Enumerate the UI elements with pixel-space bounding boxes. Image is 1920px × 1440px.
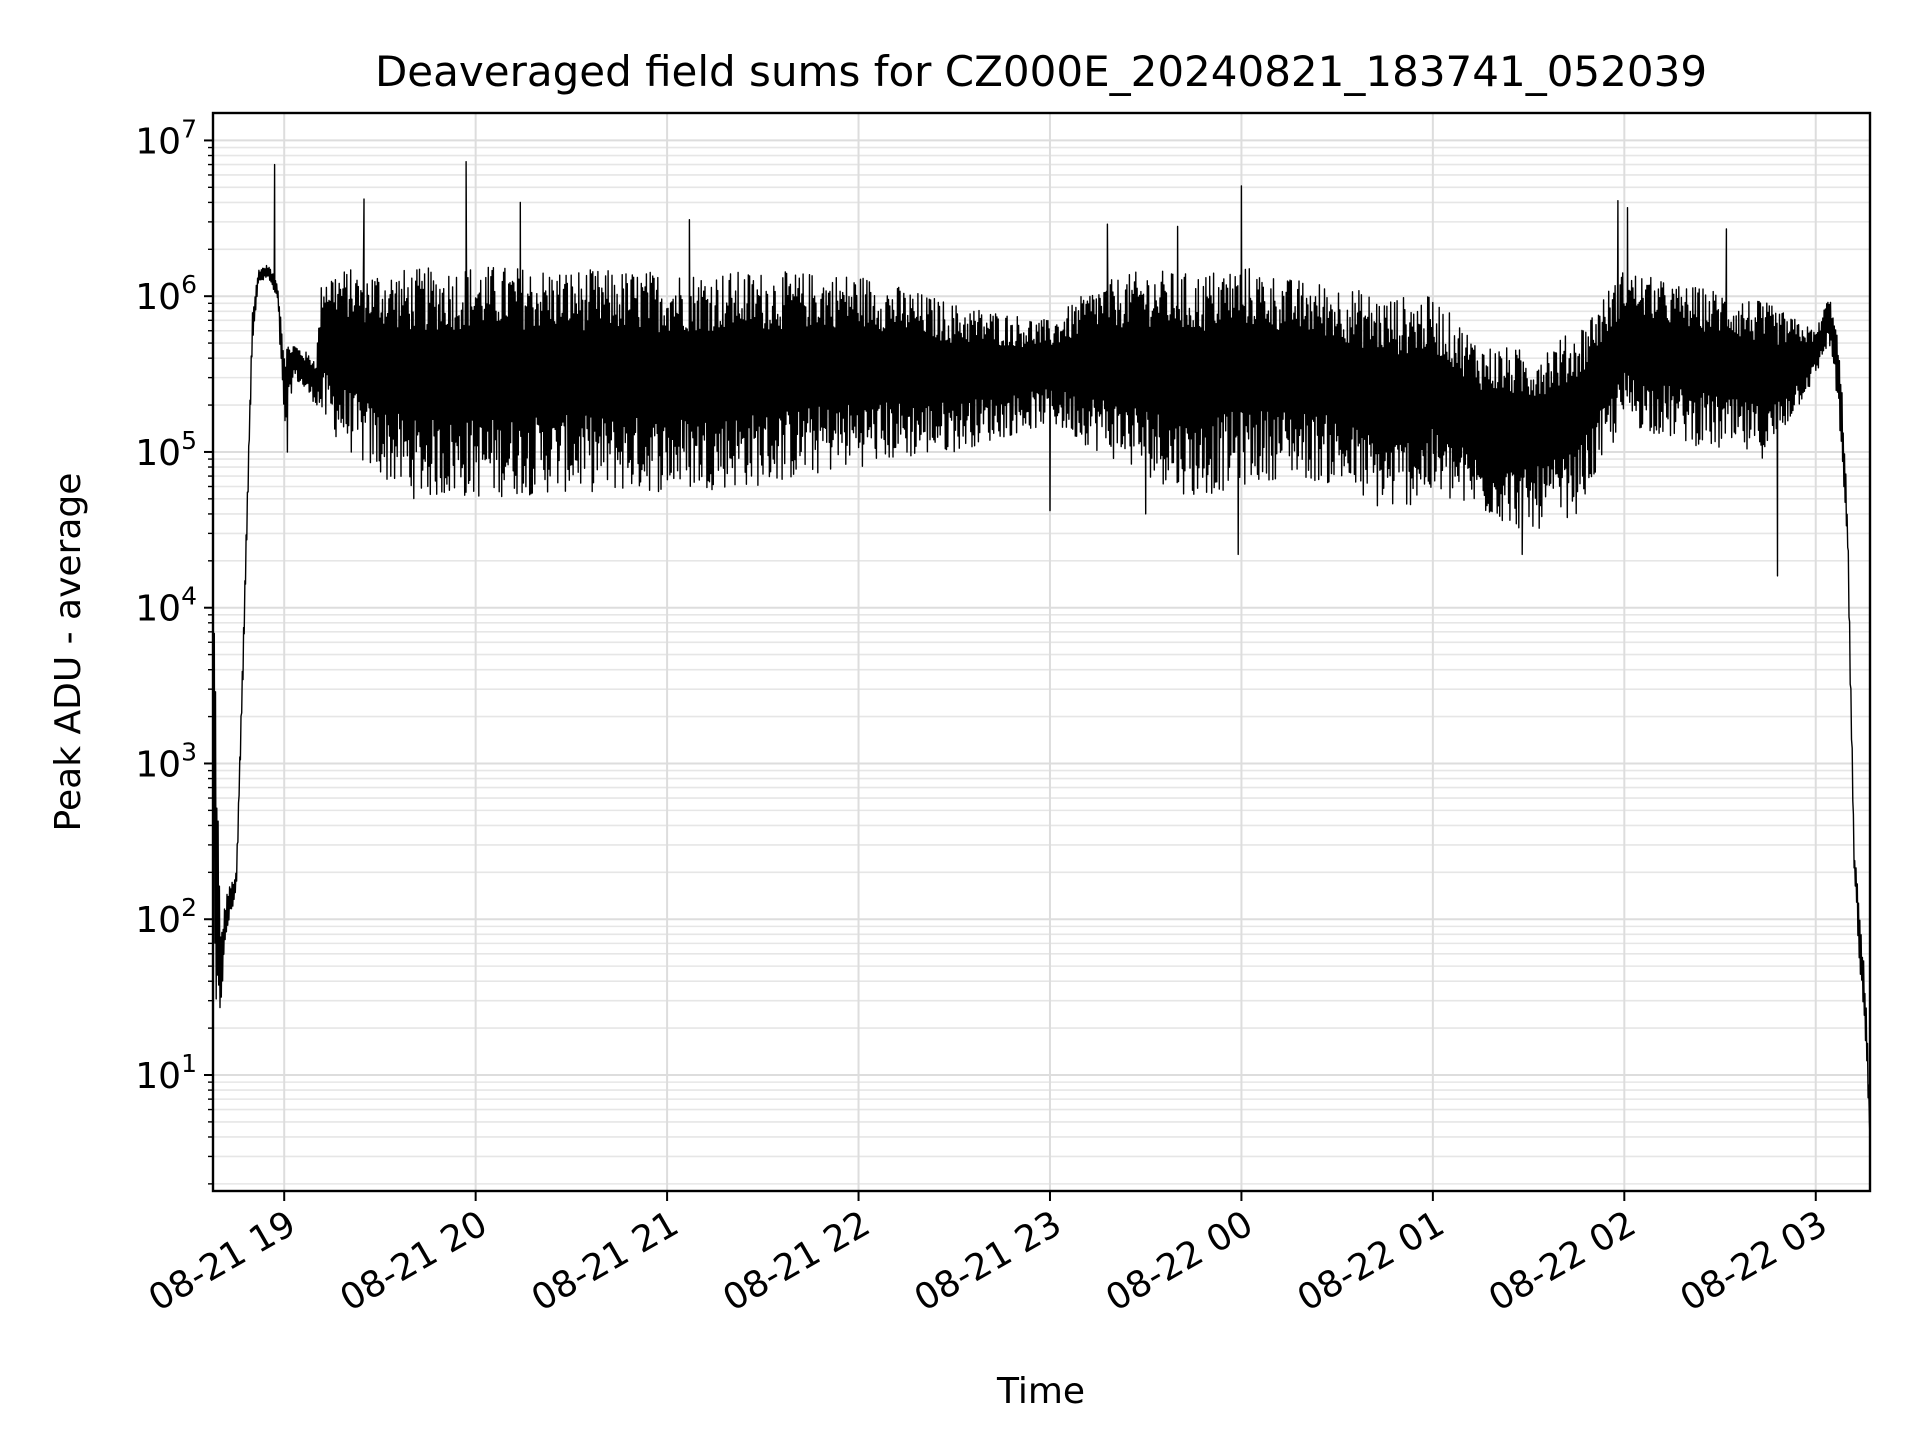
x-tick-label: 08-21 22 (716, 1203, 877, 1319)
grid (213, 113, 1870, 1191)
x-tick-label: 08-21 20 (333, 1203, 494, 1319)
x-axis-label: Time (996, 1371, 1085, 1412)
x-tick-label: 08-21 23 (908, 1203, 1069, 1319)
x-axis: 08-21 19 08-21 20 08-21 21 08-21 22 08-21 23… (142, 1191, 1834, 1320)
y-tick-label: 105 (135, 426, 197, 474)
y-tick-label: 107 (135, 114, 197, 162)
plot-area (212, 161, 1871, 1138)
y-axis: 101 102 103 104 105 106 107 (135, 114, 213, 1185)
x-tick-label: 08-22 01 (1291, 1203, 1452, 1319)
y-axis-label: Peak ADU - average (48, 473, 89, 832)
x-tick-label: 08-22 03 (1674, 1203, 1835, 1319)
y-tick-label: 104 (135, 582, 197, 630)
y-tick-label: 103 (135, 737, 197, 785)
plot-frame (211, 111, 1872, 1193)
chart-title: Deaveraged field sums for CZ000E_2024082… (375, 47, 1707, 96)
x-tick-label: 08-22 02 (1482, 1203, 1643, 1319)
data-series-line (212, 161, 1871, 1138)
y-tick-label: 106 (135, 270, 197, 318)
x-tick-label: 08-22 00 (1099, 1203, 1260, 1319)
x-tick-label: 08-21 19 (142, 1203, 303, 1319)
y-tick-label: 101 (135, 1049, 197, 1097)
y-tick-label: 102 (135, 893, 197, 941)
x-tick-label: 08-21 21 (525, 1203, 686, 1319)
